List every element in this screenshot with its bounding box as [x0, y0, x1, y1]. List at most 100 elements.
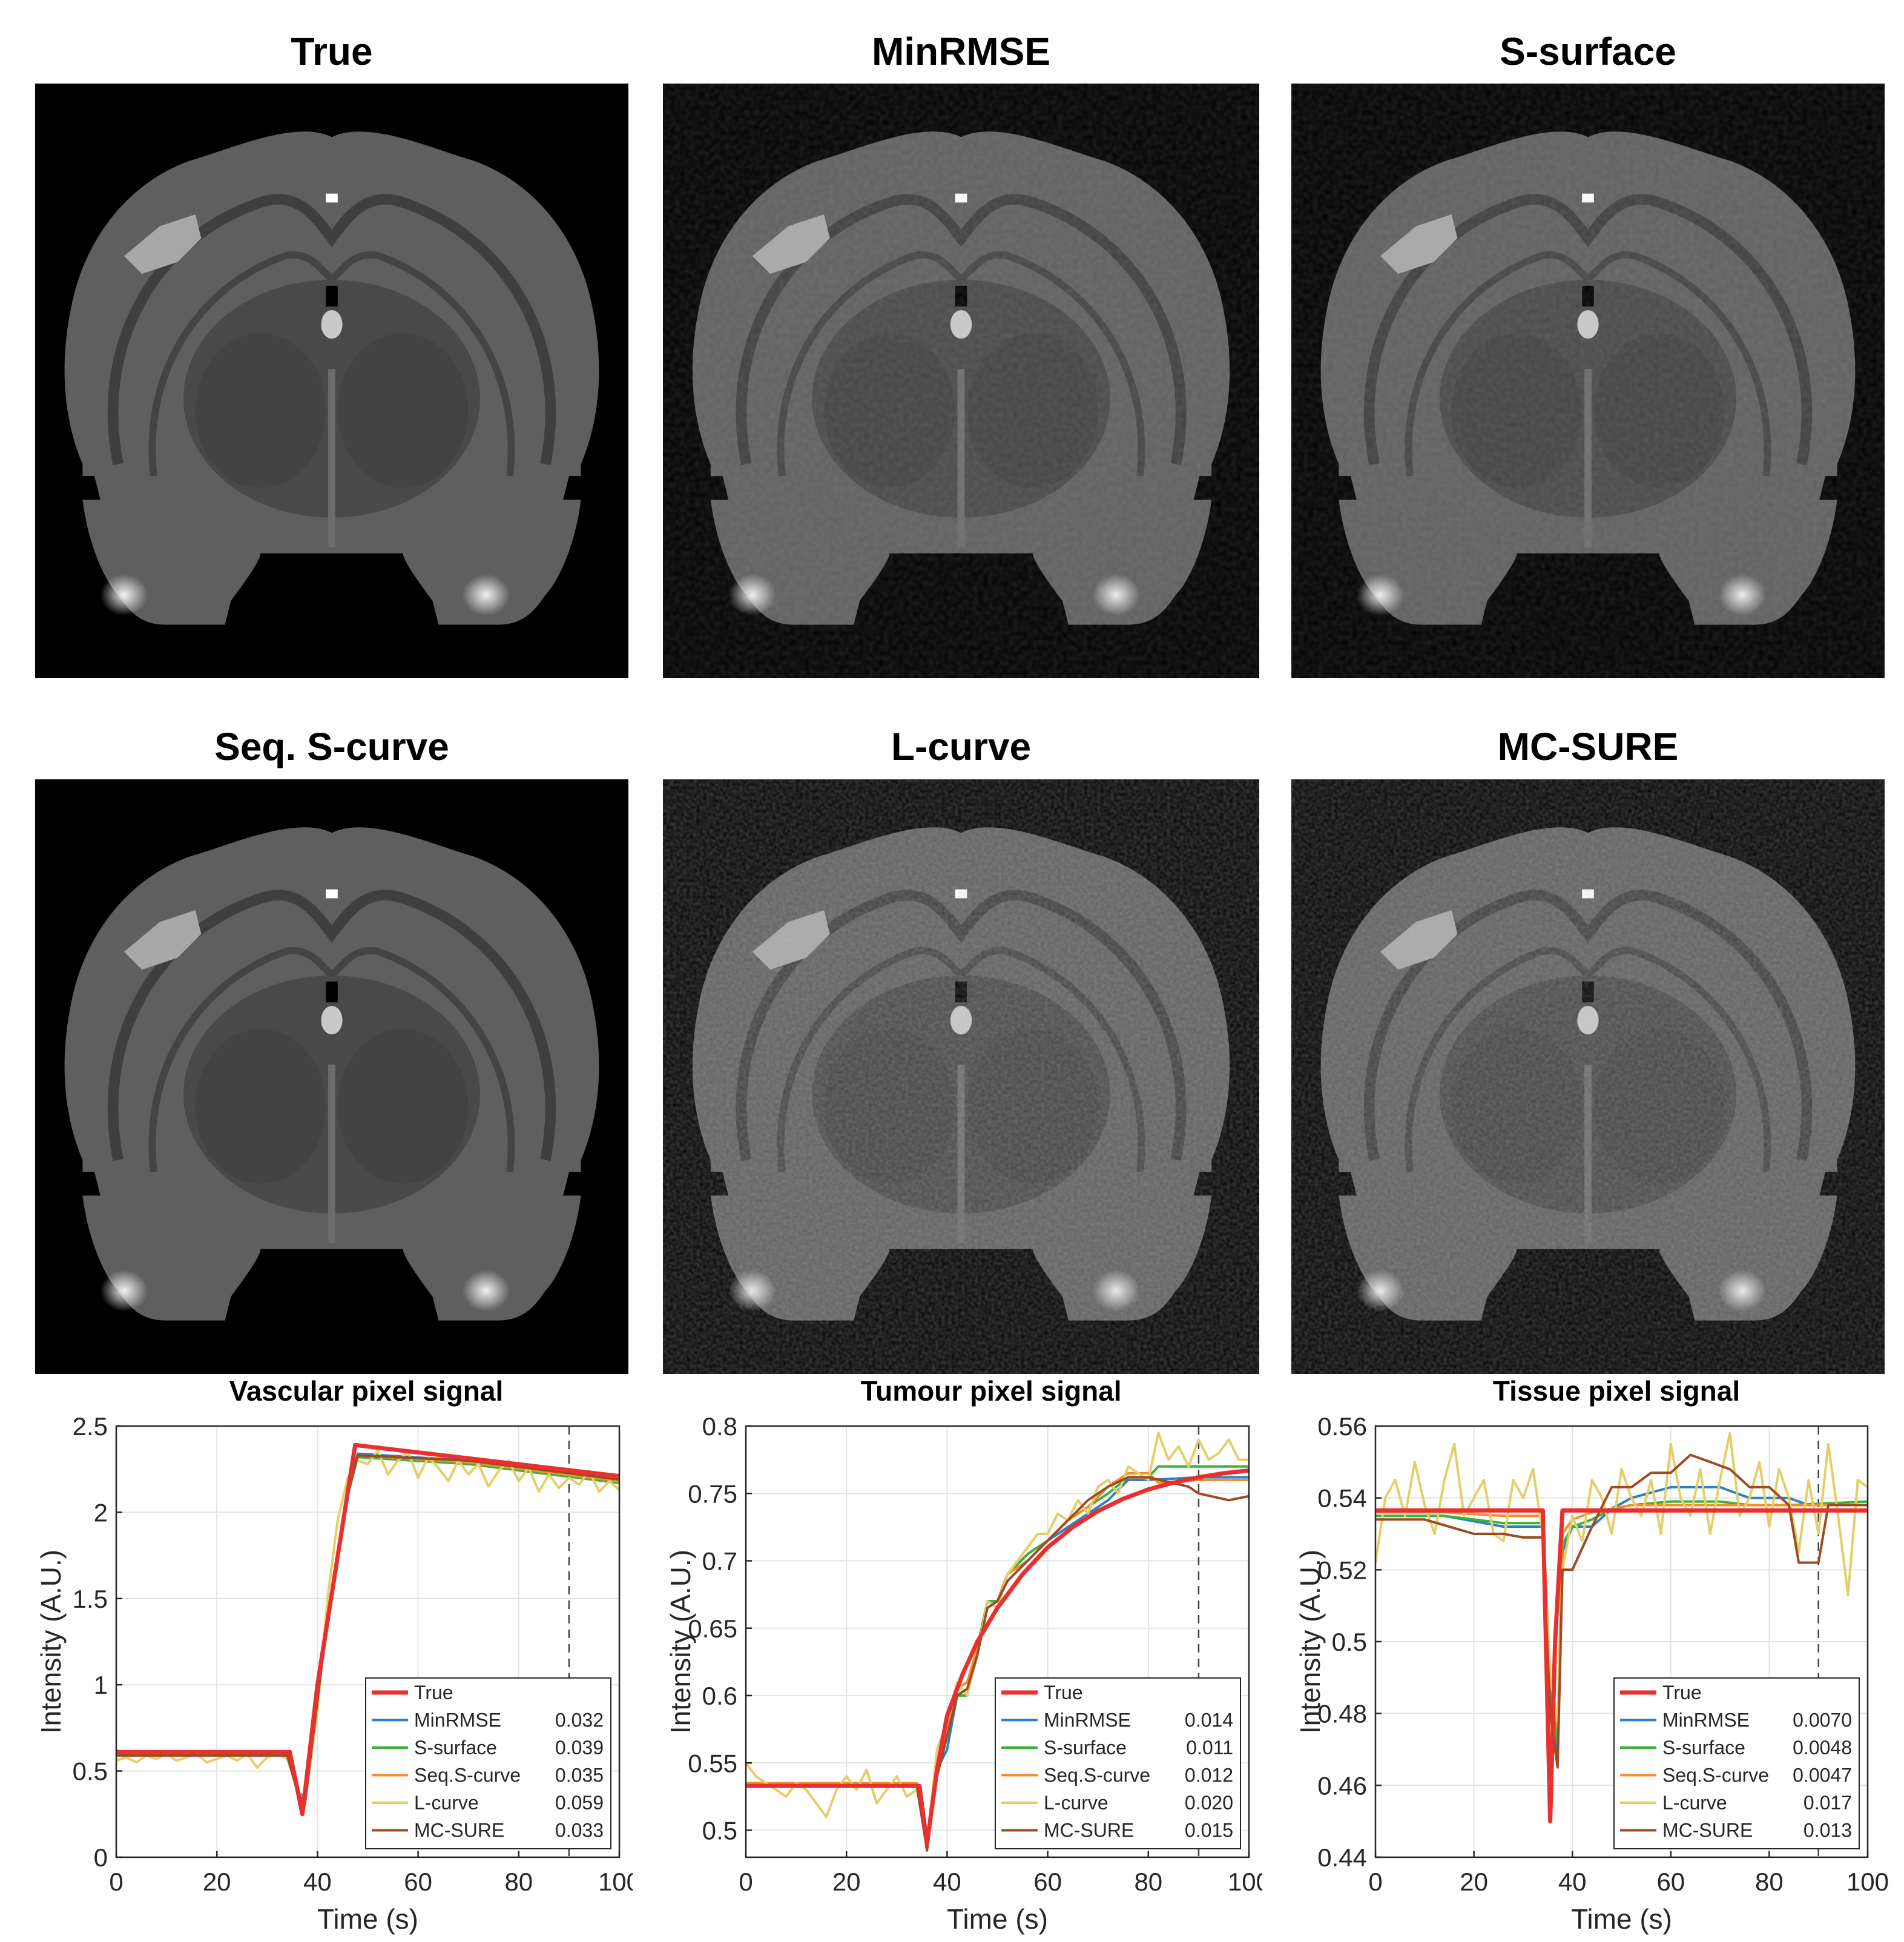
- y-tick-label: 0.6: [702, 1682, 737, 1710]
- y-tick-label: 0.48: [1317, 1700, 1367, 1728]
- legend-label: True: [1044, 1682, 1083, 1703]
- vascular-signal-chart: 0 20 40 60 80 100 0 0.5 1 1.5 2 2.5 Time (s) Intensit…: [0, 1411, 641, 1939]
- image-panel-l-curve: [663, 779, 1259, 1374]
- legend-label: MinRMSE: [414, 1709, 501, 1731]
- image-panel-mc-sure: [1291, 779, 1885, 1374]
- image-panel-s-surface: [1291, 84, 1885, 678]
- legend-value: 0.020: [1185, 1792, 1233, 1814]
- chart-svg: 0 20 40 60 80 100 0.5 0.55 0.6 0.65 0.7 0.75 0.8 Time…: [665, 1412, 1270, 1935]
- panel-title-true: True: [291, 30, 373, 73]
- y-tick-label: 0.5: [73, 1757, 108, 1786]
- legend-value: 0.039: [555, 1737, 604, 1759]
- legend-value: 0.0048: [1793, 1737, 1852, 1759]
- y-tick-label: 0.5: [702, 1817, 737, 1845]
- plot-title-vascular: Vascular pixel signal: [229, 1375, 504, 1407]
- legend-value: 0.035: [555, 1765, 604, 1786]
- series-line-true: [1375, 1508, 1868, 1824]
- y-tick-label: 0.7: [702, 1547, 737, 1576]
- panel-title-seq-s-curve: Seq. S-curve: [214, 725, 449, 768]
- y-tick-label: 0.65: [688, 1614, 737, 1643]
- x-tick-label: 80: [504, 1868, 533, 1896]
- y-axis-label: Intensity (A.U.): [1294, 1550, 1326, 1734]
- legend-label: S-surface: [414, 1737, 497, 1759]
- plot-title-tumour: Tumour pixel signal: [860, 1375, 1122, 1407]
- x-tick-label: 60: [404, 1868, 432, 1896]
- series-line-true: [746, 1468, 1249, 1846]
- legend-value: 0.033: [555, 1820, 604, 1841]
- panel-title-s-surface: S-surface: [1500, 30, 1676, 73]
- legend-value: 0.011: [1186, 1737, 1233, 1759]
- legend: True MinRMSE 0.014 S-surface 0.011 Seq.S-curv…: [995, 1677, 1241, 1849]
- image-panel-true: [35, 84, 628, 678]
- legend-label: MC-SURE: [414, 1820, 504, 1841]
- legend-value: 0.012: [1185, 1765, 1233, 1786]
- chart-svg: 0 20 40 60 80 100 0.44 0.46 0.48 0.5 0.52 0.54 0.56 T…: [1294, 1412, 1889, 1935]
- tissue-signal-chart: 0 20 40 60 80 100 0.44 0.46 0.48 0.5 0.52 0.54 0.56 T…: [1259, 1411, 1904, 1939]
- y-tick-label: 0.46: [1317, 1771, 1367, 1800]
- legend-value: 0.032: [555, 1709, 604, 1731]
- y-tick-label: 0.8: [702, 1412, 737, 1441]
- x-axis-label: Time (s): [317, 1903, 418, 1935]
- x-tick-label: 60: [1033, 1868, 1062, 1896]
- legend-value: 0.013: [1804, 1820, 1852, 1841]
- x-tick-label: 0: [739, 1868, 753, 1896]
- legend-value: 0.014: [1185, 1709, 1233, 1731]
- image-panel-seq-s-curve: [35, 779, 628, 1374]
- x-tick-label: 40: [1558, 1868, 1587, 1896]
- x-tick-label: 80: [1755, 1868, 1784, 1896]
- y-tick-label: 1: [94, 1671, 108, 1699]
- x-tick-label: 100: [598, 1868, 633, 1896]
- y-tick-label: 1.5: [73, 1585, 108, 1613]
- legend-label: MinRMSE: [1044, 1709, 1131, 1731]
- y-tick-label: 0.52: [1317, 1556, 1367, 1584]
- series-line-mc-sure: [1375, 1453, 1868, 1769]
- legend-label: Seq.S-curve: [1662, 1765, 1769, 1786]
- series-line-minrmse: [1375, 1485, 1868, 1758]
- y-tick-label: 0.56: [1317, 1412, 1367, 1441]
- y-tick-label: 0.75: [688, 1479, 737, 1508]
- legend-label: L-curve: [1662, 1792, 1727, 1814]
- x-tick-label: 20: [832, 1868, 861, 1896]
- series-line-l-curve: [1375, 1432, 1868, 1722]
- legend-value: 0.059: [555, 1792, 604, 1814]
- legend-value: 0.015: [1185, 1820, 1233, 1841]
- y-tick-label: 0: [94, 1843, 108, 1872]
- legend-label: L-curve: [414, 1792, 479, 1814]
- x-tick-label: 40: [933, 1868, 961, 1896]
- legend-label: S-surface: [1044, 1737, 1127, 1759]
- series-line-s-surface: [1375, 1500, 1868, 1744]
- legend-label: L-curve: [1044, 1792, 1108, 1814]
- tumour-signal-chart: 0 20 40 60 80 100 0.5 0.55 0.6 0.65 0.7 0.75 0.8 Time…: [630, 1411, 1270, 1939]
- x-tick-label: 20: [1460, 1868, 1488, 1896]
- plot-title-tissue: Tissue pixel signal: [1492, 1375, 1741, 1407]
- x-tick-label: 80: [1134, 1868, 1162, 1896]
- legend-value: 0.0047: [1793, 1765, 1852, 1786]
- legend: True MinRMSE 0.032 S-surface 0.039 Seq.S-curv…: [365, 1677, 611, 1849]
- y-axis-label: Intensity (A.U.): [665, 1550, 696, 1734]
- x-axis-label: Time (s): [947, 1903, 1048, 1935]
- image-panel-minrmse: [663, 84, 1259, 678]
- x-tick-label: 20: [203, 1868, 231, 1896]
- legend-value: 0.0070: [1793, 1709, 1852, 1731]
- x-tick-label: 100: [1228, 1868, 1262, 1896]
- y-tick-label: 0.54: [1317, 1484, 1367, 1513]
- y-tick-label: 0.5: [1332, 1628, 1367, 1656]
- x-tick-label: 60: [1656, 1868, 1685, 1896]
- x-tick-label: 0: [109, 1868, 123, 1896]
- x-tick-label: 100: [1846, 1868, 1889, 1896]
- legend: True MinRMSE 0.0070 S-surface 0.0048 Seq.S-cu…: [1613, 1677, 1860, 1849]
- legend-label: MC-SURE: [1662, 1820, 1753, 1841]
- x-tick-label: 40: [303, 1868, 332, 1896]
- legend-label: S-surface: [1662, 1737, 1745, 1759]
- chart-svg: 0 20 40 60 80 100 0 0.5 1 1.5 2 2.5 Time (s) Intensit…: [35, 1412, 641, 1935]
- series-line-true: [116, 1442, 619, 1817]
- x-axis-label: Time (s): [1571, 1903, 1672, 1935]
- x-tick-label: 0: [1368, 1868, 1382, 1896]
- legend-label: MC-SURE: [1044, 1820, 1134, 1841]
- y-tick-label: 2.5: [73, 1412, 108, 1441]
- legend-value: 0.017: [1804, 1792, 1852, 1814]
- legend-label: True: [414, 1682, 453, 1703]
- y-tick-label: 0.44: [1317, 1843, 1367, 1872]
- panel-title-l-curve: L-curve: [891, 725, 1032, 768]
- series-line-seq-s-curve: [1375, 1504, 1868, 1729]
